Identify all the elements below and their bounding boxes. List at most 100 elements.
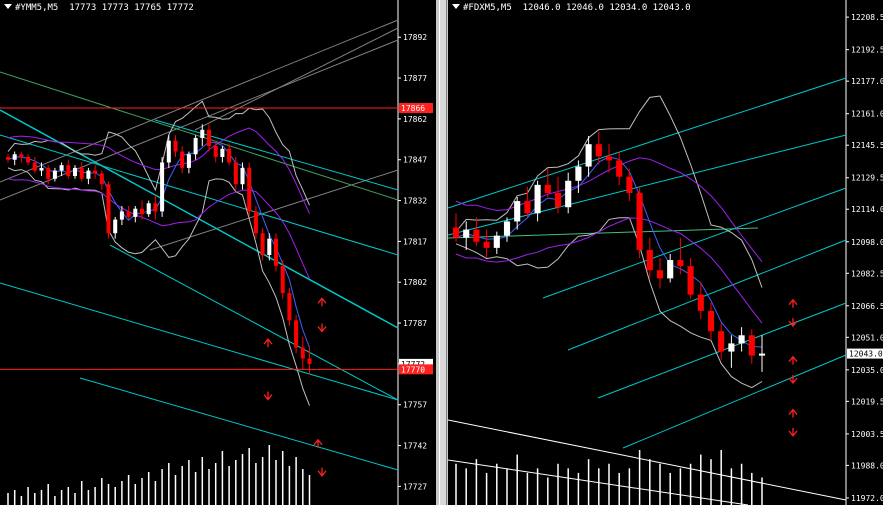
- arrow-up-icon: [788, 355, 798, 365]
- candle-body: [748, 335, 755, 356]
- candle-body: [524, 201, 531, 214]
- arrow-down-icon: [263, 391, 273, 401]
- fdx-chart-header: #FDXM5,M5 12046.0 12046.0 12034.0 12043.…: [452, 3, 691, 13]
- y-tick-label: 17847: [403, 156, 427, 165]
- arrow-up-icon: [263, 338, 273, 348]
- fdx-chart-canvas[interactable]: 12208.5 12192.5 12177.0 12161.0 12145.5 12129…: [448, 0, 883, 505]
- candle-body: [656, 270, 664, 279]
- price-tag-label: 17866: [401, 104, 425, 113]
- candle-body: [99, 173, 104, 185]
- candle-body: [554, 192, 562, 208]
- candle-body: [514, 201, 521, 222]
- y-tick-label: 17742: [403, 442, 427, 451]
- ym-symbol-label: #YMM5,M5: [15, 3, 59, 13]
- envelope-lower: [455, 217, 763, 324]
- ym-chart-canvas[interactable]: 17892 17877 17862 17847 17832 17817 17802 17787…: [0, 0, 436, 505]
- candle-body: [463, 229, 470, 238]
- y-tick-label: 12114.0: [851, 205, 883, 214]
- trend-line: [0, 282, 399, 401]
- candle-body: [5, 157, 11, 160]
- candle-body: [758, 353, 766, 356]
- arrow-up-icon: [788, 298, 798, 308]
- bollinger-lower: [7, 167, 310, 406]
- y-tick-label: 12003.5: [851, 430, 883, 439]
- candle-body: [206, 129, 212, 147]
- candle-body: [79, 167, 84, 179]
- candle-body: [93, 170, 98, 174]
- candle-body: [200, 129, 205, 138]
- moving-average-line: [455, 156, 763, 348]
- candle-body: [473, 229, 480, 242]
- candle-body: [220, 148, 225, 157]
- y-tick-label: 17802: [403, 278, 427, 287]
- candle-body: [253, 211, 258, 234]
- candle-body: [126, 211, 131, 217]
- candle-body: [575, 166, 582, 181]
- candle-body: [26, 157, 31, 163]
- candle-body: [287, 293, 292, 321]
- y-tick-label: 12051.0: [851, 333, 883, 342]
- y-tick-label: 12177.0: [851, 77, 883, 86]
- candle-body: [616, 160, 623, 177]
- y-tick-label: 17727: [403, 482, 427, 491]
- candle-body: [646, 249, 653, 271]
- price-tag-box: [847, 348, 883, 359]
- candle-body: [707, 310, 715, 332]
- candle-body: [677, 260, 684, 267]
- candle-body: [166, 140, 171, 163]
- y-tick-label: 17892: [403, 33, 427, 42]
- y-tick-label: 17862: [403, 115, 427, 124]
- candle-body: [186, 154, 191, 168]
- envelope-upper: [455, 157, 763, 263]
- candle-body: [493, 235, 500, 248]
- price-tag-label: 17770: [401, 365, 425, 374]
- candle-body: [12, 154, 17, 160]
- candle-body: [72, 167, 78, 177]
- candle-body: [697, 294, 704, 311]
- chart-window-ym[interactable]: 17892 17877 17862 17847 17832 17817 17802 17787…: [0, 0, 436, 505]
- chart-menu-triangle-icon[interactable]: [452, 4, 460, 9]
- y-tick-label: 17817: [403, 237, 427, 246]
- trend-line: [622, 354, 847, 449]
- candle-body: [146, 203, 151, 215]
- arrow-down-icon: [788, 318, 798, 328]
- price-tag-box: [399, 358, 433, 369]
- window-splitter[interactable]: [436, 0, 448, 505]
- y-tick-label: 12208.5: [851, 13, 883, 22]
- y-tick-label: 12192.5: [851, 46, 883, 55]
- price-tag-box: [399, 364, 433, 375]
- trend-line: [0, 134, 399, 256]
- candle-body: [39, 167, 44, 171]
- candle-body: [534, 184, 541, 214]
- chart-window-fdx[interactable]: 12208.5 12192.5 12177.0 12161.0 12145.5 12129…: [448, 0, 883, 505]
- candle-body: [86, 170, 91, 179]
- candle-body: [307, 358, 312, 364]
- candle-body: [280, 265, 285, 294]
- candle-body: [19, 154, 24, 157]
- candle-body: [595, 144, 602, 157]
- bollinger-lower: [455, 217, 763, 389]
- chart-menu-triangle-icon[interactable]: [4, 4, 12, 9]
- candle-body: [267, 238, 272, 255]
- y-tick-label: 12129.5: [851, 174, 883, 183]
- arrow-down-icon: [317, 467, 327, 477]
- y-tick-label: 12098.0: [851, 238, 883, 247]
- candle-body: [52, 170, 57, 179]
- arrow-down-icon: [788, 427, 798, 437]
- fdx-ohlc-label: 12046.0 12046.0 12034.0 12043.0: [522, 3, 691, 13]
- envelope-lower: [7, 178, 310, 280]
- candle-body: [667, 260, 674, 279]
- price-tag-box: [399, 103, 433, 113]
- candle-body: [240, 167, 245, 185]
- price-tag-label: 12043.0: [849, 350, 883, 359]
- candle-body: [113, 219, 118, 234]
- trend-line: [154, 119, 399, 191]
- y-tick-label: 11972.0: [851, 494, 883, 503]
- candle-body: [133, 208, 138, 217]
- trend-line: [448, 419, 847, 501]
- candle-body: [227, 148, 232, 163]
- trend-line: [542, 187, 847, 299]
- ym-chart-header: #YMM5,M5 17773 17773 17765 17772: [4, 3, 194, 13]
- candle-body: [106, 184, 111, 234]
- candle-body: [626, 176, 633, 193]
